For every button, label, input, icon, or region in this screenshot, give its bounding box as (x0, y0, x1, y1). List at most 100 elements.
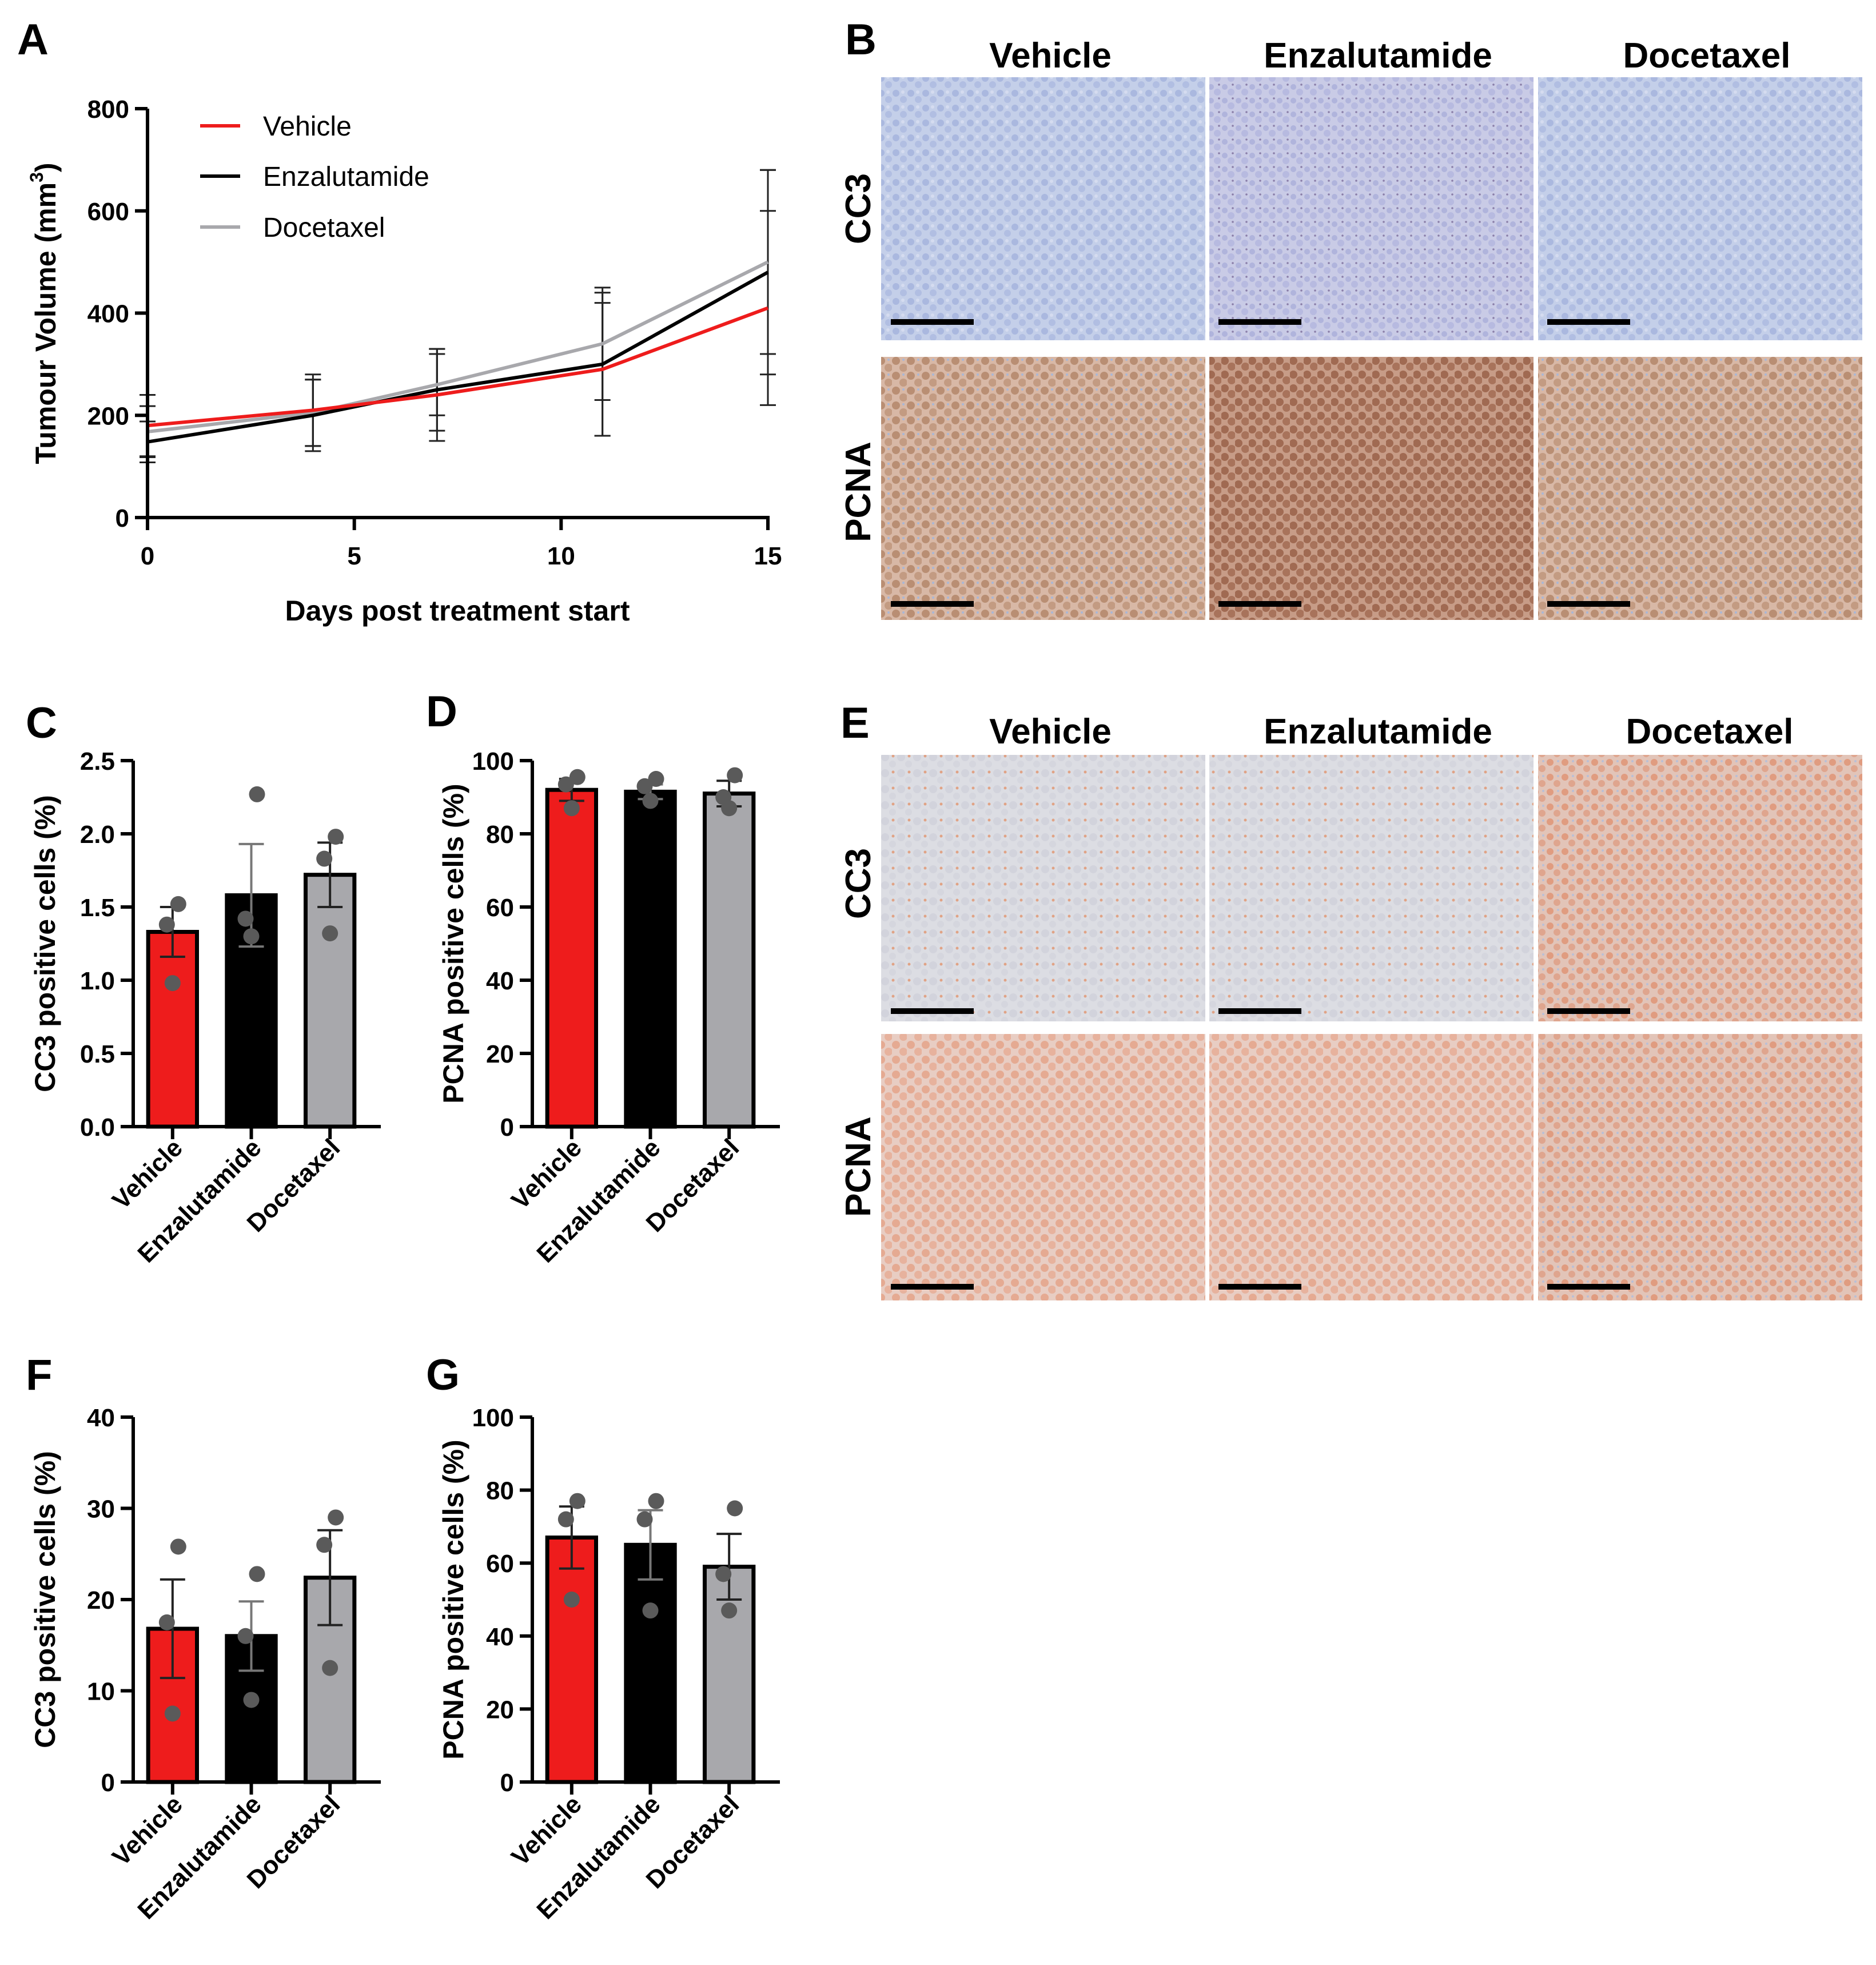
a-legend: Vehicle Enzalutamide Docetaxel (200, 112, 429, 243)
b-image-pcna-enzalutamide (1209, 357, 1534, 620)
x-tick-label: Vehicle (506, 1133, 587, 1215)
bar-vehicle (146, 930, 200, 1129)
y-tick-label: 0.5 (80, 1040, 115, 1068)
y-tick-label: 80 (486, 821, 514, 849)
a-y-tick-label: 200 (87, 402, 129, 430)
data-point (249, 1566, 265, 1582)
e-image-pcna-docetaxel (1538, 1034, 1862, 1300)
data-point (316, 1537, 333, 1553)
data-point (727, 767, 743, 783)
y-tick-label: 30 (87, 1495, 115, 1524)
x-tick-label: Vehicle (107, 1133, 188, 1215)
y-tick-label: 0 (101, 1769, 115, 1797)
data-point (328, 829, 344, 845)
bar-docetaxel (303, 873, 357, 1129)
a-y-tick-label: 400 (87, 300, 129, 328)
a-series-line-enzalutamide (147, 271, 769, 444)
b-col-title-enzalutamide: Enzalutamide (1264, 36, 1492, 75)
data-point (648, 1493, 664, 1509)
y-tick-label: 100 (472, 747, 514, 775)
data-point (170, 1538, 186, 1555)
a-x-tick-label: 0 (141, 542, 154, 570)
b-col-title-vehicle: Vehicle (989, 36, 1112, 75)
e-row-title-pcna: PCNA (839, 1116, 878, 1217)
b-image-cc3-vehicle (881, 77, 1205, 340)
x-tick-label: Vehicle (107, 1790, 188, 1871)
data-point (569, 769, 585, 785)
panel-label-e: E (841, 699, 870, 747)
y-tick-label: 2.5 (80, 747, 115, 775)
y-tick-label: 20 (87, 1586, 115, 1614)
e-col-title-vehicle: Vehicle (989, 712, 1112, 751)
y-tick-label: 100 (472, 1404, 514, 1432)
e-col-title-enzalutamide: Enzalutamide (1264, 712, 1492, 751)
panel-c-bar-chart: VehicleEnzalutamideDocetaxel0.00.51.01.5… (29, 747, 381, 1268)
a-y-tick-label: 0 (115, 504, 129, 532)
y-tick-label: 40 (486, 1623, 514, 1651)
data-point (243, 1692, 260, 1708)
data-point (642, 1602, 659, 1619)
y-tick-label: 40 (486, 967, 514, 995)
b-image-pcna-vehicle (881, 357, 1205, 620)
panel-label-a: A (17, 15, 49, 64)
a-x-tick-label: 5 (347, 542, 361, 570)
data-point (249, 786, 265, 802)
data-point (170, 896, 186, 912)
y-tick-label: 0 (500, 1113, 514, 1141)
a-series-line-docetaxel (147, 260, 769, 433)
data-point (642, 793, 659, 809)
y-tick-label: 60 (486, 1550, 514, 1578)
data-point (569, 1493, 585, 1509)
data-point (164, 975, 181, 992)
panel-f-bar-chart: VehicleEnzalutamideDocetaxel010203040CC3… (29, 1404, 381, 1925)
data-point (322, 1660, 338, 1676)
data-point (636, 778, 653, 794)
y-tick-label: 0.0 (80, 1113, 115, 1141)
panel-e-micrographs: Vehicle Enzalutamide Docetaxel CC3 PCNA (839, 712, 1862, 1300)
e-image-cc3-vehicle (881, 755, 1205, 1021)
b-image-pcna-docetaxel (1538, 357, 1862, 620)
y-tick-label: 10 (87, 1678, 115, 1706)
y-tick-label: 40 (87, 1404, 115, 1432)
panel-label-f: F (26, 1351, 52, 1399)
data-point (563, 1592, 580, 1608)
e-image-pcna-enzalutamide (1209, 1034, 1534, 1300)
data-point (164, 1705, 181, 1722)
a-series-line-vehicle (147, 306, 769, 428)
b-image-cc3-enzalutamide (1209, 77, 1534, 340)
legend-label-enzalutamide: Enzalutamide (263, 162, 429, 192)
e-image-pcna-vehicle (881, 1034, 1205, 1300)
a-y-axis-title: Tumour Volume (mm3) (26, 162, 62, 464)
legend-label-docetaxel: Docetaxel (263, 213, 385, 243)
b-row-title-cc3: CC3 (839, 173, 878, 244)
data-point (715, 1566, 732, 1582)
e-image-cc3-docetaxel (1538, 755, 1862, 1021)
panel-a-line-chart: 0 200 400 600 800 0 5 10 15 Days post treatment … (26, 96, 782, 627)
y-tick-label: 1.5 (80, 894, 115, 922)
data-point (727, 1500, 743, 1517)
e-image-cc3-enzalutamide (1209, 755, 1534, 1021)
panel-d-bar-chart: VehicleEnzalutamideDocetaxel020406080100… (437, 747, 780, 1268)
x-tick-label: Vehicle (506, 1790, 587, 1871)
y-tick-label: 0 (500, 1769, 514, 1797)
data-point (243, 928, 260, 945)
panel-g-bar-chart: VehicleEnzalutamideDocetaxel020406080100… (437, 1404, 780, 1925)
a-y-tick-label: 600 (87, 198, 129, 226)
data-point (328, 1509, 344, 1526)
bar-docetaxel (702, 791, 756, 1129)
bar-vehicle (545, 787, 599, 1129)
y-tick-label: 2.0 (80, 821, 115, 849)
a-x-tick-label: 15 (754, 542, 782, 570)
y-axis-title: PCNA positive cells (%) (437, 783, 469, 1103)
panel-label-d: D (426, 687, 457, 736)
legend-label-vehicle: Vehicle (263, 112, 352, 142)
data-point (237, 910, 254, 927)
y-axis-title: CC3 positive cells (%) (29, 795, 61, 1092)
y-axis-title: PCNA positive cells (%) (437, 1439, 469, 1759)
y-tick-label: 20 (486, 1696, 514, 1724)
data-point (316, 850, 333, 867)
y-axis-title: CC3 positive cells (%) (29, 1451, 61, 1748)
y-tick-label: 1.0 (80, 967, 115, 995)
bar-docetaxel (702, 1565, 756, 1784)
data-point (557, 776, 574, 793)
